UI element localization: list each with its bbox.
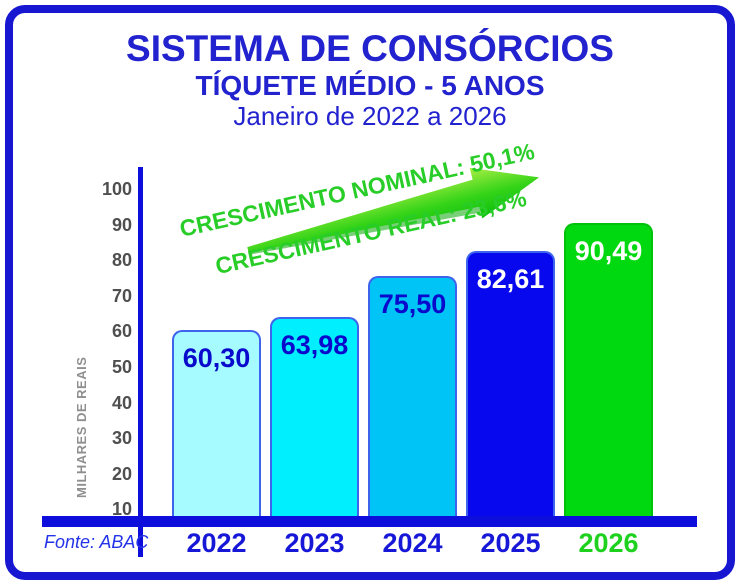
y-tick-60: 60 bbox=[111, 321, 132, 342]
bar-2023: 63,98 bbox=[270, 317, 359, 516]
bar-2026: 90,49 bbox=[564, 222, 653, 516]
bar-value-2025: 82,61 bbox=[476, 263, 545, 294]
y-tick-20: 20 bbox=[111, 463, 132, 484]
bar-value-2022: 60,30 bbox=[182, 343, 251, 374]
y-tick-90: 90 bbox=[111, 214, 132, 235]
bar-value-2023: 63,98 bbox=[280, 330, 349, 361]
y-tick-80: 80 bbox=[111, 250, 132, 271]
y-axis-line bbox=[138, 167, 143, 557]
page-period: Janeiro de 2022 a 2026 bbox=[233, 101, 507, 131]
y-tick-30: 30 bbox=[111, 428, 132, 449]
x-axis-label-2026: 2026 bbox=[578, 528, 639, 558]
page-title: SISTEMA DE CONSÓRCIOS bbox=[126, 28, 614, 69]
bar-value-2026: 90,49 bbox=[574, 235, 643, 266]
y-tick-40: 40 bbox=[111, 392, 132, 413]
bar-2025: 82,61 bbox=[466, 250, 555, 516]
y-tick-100: 100 bbox=[101, 179, 132, 199]
x-axis-line bbox=[42, 516, 697, 527]
x-axis-label-2023: 2023 bbox=[284, 528, 345, 558]
y-tick-50: 50 bbox=[111, 357, 132, 378]
y-tick-10: 10 bbox=[111, 499, 132, 520]
x-axis-label-2022: 2022 bbox=[186, 528, 247, 558]
x-axis-label-2025: 2025 bbox=[480, 528, 541, 558]
y-axis-title: MILHARES DE REAIS bbox=[74, 356, 89, 498]
bar-2024: 75,50 bbox=[368, 276, 457, 516]
growth-arrow-icon bbox=[247, 167, 540, 255]
bar-2022: 60,30 bbox=[172, 330, 261, 516]
y-tick-70: 70 bbox=[111, 285, 132, 306]
bar-value-2024: 75,50 bbox=[378, 289, 447, 320]
page-subtitle: TÍQUETE MÉDIO - 5 ANOS bbox=[195, 70, 545, 101]
source-label: Fonte: ABAC bbox=[44, 532, 149, 552]
x-axis-label-2024: 2024 bbox=[382, 528, 443, 558]
